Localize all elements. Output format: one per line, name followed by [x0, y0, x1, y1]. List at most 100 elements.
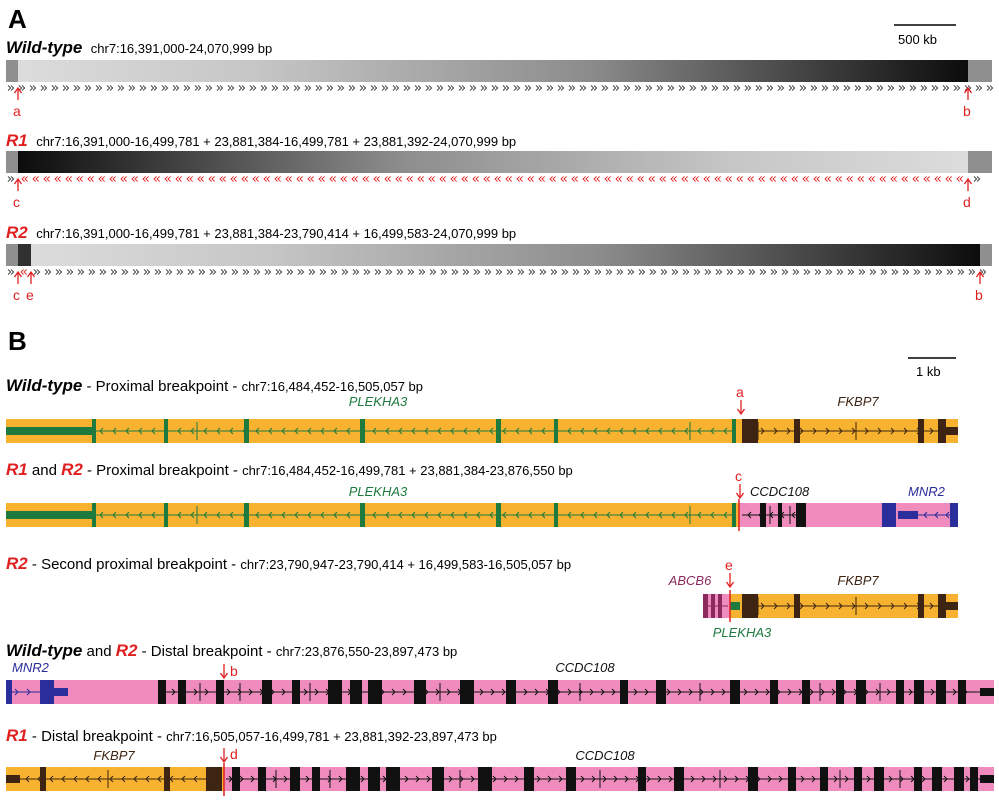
orientation-chevron — [572, 269, 580, 275]
direction-arrow — [283, 775, 288, 783]
exon — [460, 680, 474, 704]
orientation-chevron — [638, 269, 646, 275]
orientation-chevron — [370, 85, 378, 91]
exon — [732, 503, 736, 527]
marker-e: e — [26, 270, 36, 303]
orientation-chevron — [528, 269, 536, 275]
direction-arrow — [226, 688, 231, 696]
marker-b: b — [975, 270, 985, 303]
orientation-chevron — [7, 176, 15, 182]
direction-arrow — [435, 688, 440, 696]
direction-arrow — [908, 688, 913, 696]
orientation-chevron — [649, 269, 657, 275]
direction-arrow — [99, 511, 104, 519]
track-title: Wild-type chr7:16,391,000-24,070,999 bp — [6, 38, 272, 57]
direction-arrow — [109, 775, 114, 783]
exon — [164, 419, 168, 443]
orientation-chevron — [472, 176, 479, 182]
track-title: R2 - Second proximal breakpoint - chr7:2… — [6, 554, 571, 573]
track-title: Wild-type and R2 - Distal breakpoint - c… — [6, 641, 457, 660]
exon — [554, 503, 558, 527]
exon — [778, 503, 782, 527]
orientation-chevron — [824, 176, 831, 182]
track-wild-type-proximal: Wild-type - Proximal breakpoint - chr7:1… — [6, 376, 958, 443]
orientation-chevron — [407, 269, 415, 275]
direction-arrow — [203, 511, 208, 519]
orientation-chevron — [865, 85, 873, 91]
direction-arrow — [671, 511, 676, 519]
orientation-chevron — [308, 269, 316, 275]
exon — [703, 594, 708, 618]
orientation-chevron — [98, 176, 105, 182]
orientation-chevron — [648, 176, 655, 182]
exon — [40, 680, 54, 704]
direction-arrow — [712, 775, 717, 783]
direction-arrow — [632, 427, 637, 435]
orientation-chevron — [128, 85, 136, 91]
panel-b: B 1 kb Wild-type - Proximal breakpoint -… — [6, 326, 994, 796]
orientation-chevron — [20, 269, 27, 275]
direction-arrow — [825, 602, 830, 610]
title-part: - Distal breakpoint - — [28, 728, 166, 745]
direction-arrow — [831, 688, 836, 696]
orientation-chevron — [516, 176, 523, 182]
gene-label-ccdc108: CCDC108 — [750, 484, 810, 499]
direction-arrow — [921, 775, 926, 783]
direction-arrow — [177, 511, 182, 519]
orientation-chevron — [758, 176, 765, 182]
track-r1-r2-proximal: R1 and R2 - Proximal breakpoint - chr7:1… — [6, 460, 958, 531]
orientation-chevron — [99, 269, 107, 275]
orientation-chevron — [769, 176, 776, 182]
exon — [290, 767, 300, 791]
exon — [92, 419, 96, 443]
gene-structure — [92, 419, 946, 443]
direction-arrow — [125, 427, 130, 435]
orientation-chevron — [187, 269, 195, 275]
exon — [524, 767, 534, 791]
direction-arrow — [255, 511, 260, 519]
exon — [638, 767, 646, 791]
orientation-chevron — [953, 85, 961, 91]
gene-label-abcb6: ABCB6 — [668, 573, 712, 588]
orientation-chevron — [425, 85, 433, 91]
exon — [414, 680, 426, 704]
title-part: R2 — [61, 460, 83, 479]
orientation-chevron — [858, 269, 866, 275]
track-title: R2 chr7:16,391,000-16,499,781 + 23,881,3… — [6, 223, 516, 242]
direction-arrow — [181, 775, 186, 783]
exon — [938, 419, 946, 443]
orientation-chevron — [802, 176, 809, 182]
orientation-chevron — [931, 85, 939, 91]
direction-arrow — [112, 427, 117, 435]
exon — [368, 680, 382, 704]
direction-arrow — [943, 775, 948, 783]
orientation-chevrons — [7, 176, 981, 182]
direction-arrow — [411, 511, 416, 519]
direction-arrow — [515, 511, 520, 519]
orientation-chevron — [594, 269, 602, 275]
direction-arrow — [866, 775, 871, 783]
title-part: - Distal breakpoint - — [137, 643, 275, 660]
direction-arrow — [743, 688, 748, 696]
orientation-chevron — [561, 269, 569, 275]
exon — [244, 419, 249, 443]
direction-arrow — [723, 511, 728, 519]
orientation-chevron — [362, 176, 369, 182]
utr-plekha3 — [6, 511, 94, 519]
orientation-chevron — [810, 85, 818, 91]
direction-arrow — [133, 775, 138, 783]
direction-arrow — [886, 688, 891, 696]
orientation-chevron — [491, 85, 499, 91]
utr-fkbp7 — [6, 775, 20, 783]
exon — [368, 767, 380, 791]
direction-arrow — [567, 511, 572, 519]
direction-arrow — [773, 602, 778, 610]
orientation-chevron — [755, 85, 763, 91]
direction-arrow — [644, 688, 649, 696]
direction-arrow — [490, 688, 495, 696]
exon — [346, 767, 360, 791]
direction-arrow — [723, 775, 728, 783]
direction-arrow — [97, 775, 102, 783]
orientation-chevron — [337, 85, 345, 91]
orientation-chevron — [843, 85, 851, 91]
